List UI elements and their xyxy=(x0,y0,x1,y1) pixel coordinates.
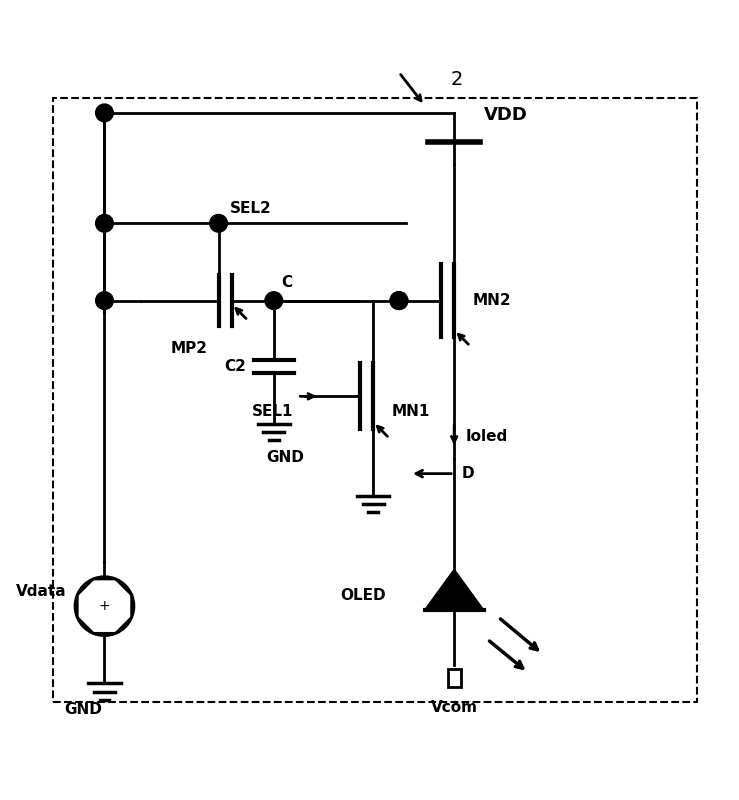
Circle shape xyxy=(390,292,408,310)
Text: VDD: VDD xyxy=(483,106,528,124)
Circle shape xyxy=(390,292,408,310)
Text: GND: GND xyxy=(64,702,102,717)
Text: SEL2: SEL2 xyxy=(230,201,271,216)
Polygon shape xyxy=(78,579,132,634)
Circle shape xyxy=(95,104,113,122)
Circle shape xyxy=(95,292,113,310)
Text: GND: GND xyxy=(267,450,304,465)
Text: C: C xyxy=(281,274,293,290)
Text: 2: 2 xyxy=(451,70,463,90)
Circle shape xyxy=(210,214,228,232)
Text: MP2: MP2 xyxy=(171,341,208,356)
Text: OLED: OLED xyxy=(340,587,386,602)
Text: Ioled: Ioled xyxy=(466,430,508,445)
Text: MN2: MN2 xyxy=(472,293,511,308)
Text: MN1: MN1 xyxy=(392,404,430,418)
Circle shape xyxy=(95,214,113,232)
Text: C2: C2 xyxy=(225,358,246,374)
Text: SEL1: SEL1 xyxy=(252,404,293,418)
Polygon shape xyxy=(425,570,483,610)
Text: D: D xyxy=(462,466,474,481)
Text: Vcom: Vcom xyxy=(431,700,477,715)
Circle shape xyxy=(265,292,282,310)
FancyBboxPatch shape xyxy=(448,669,461,687)
Text: Vdata: Vdata xyxy=(16,584,67,599)
Text: +: + xyxy=(98,598,111,614)
Text: +: + xyxy=(98,599,110,613)
